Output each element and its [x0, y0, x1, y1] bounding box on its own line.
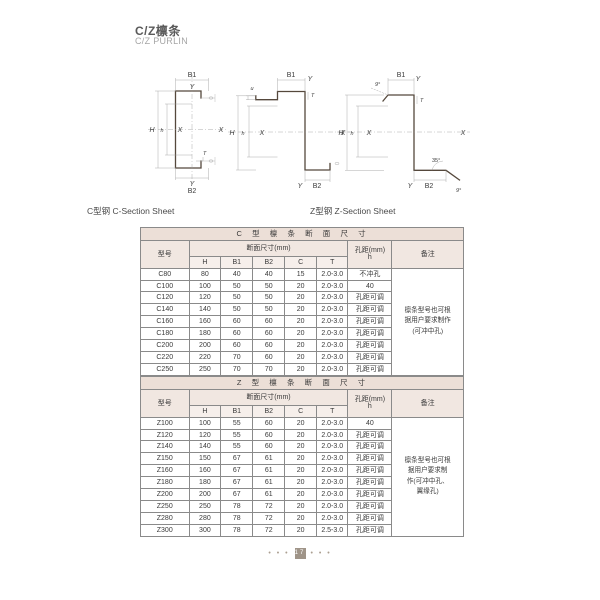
- svg-text:Y: Y: [308, 76, 314, 83]
- svg-text:B2: B2: [425, 183, 434, 190]
- svg-text:B1: B1: [188, 72, 197, 79]
- svg-text:Y: Y: [408, 183, 414, 190]
- svg-text:T: T: [203, 151, 207, 157]
- svg-text:Y: Y: [416, 76, 422, 83]
- svg-text:X: X: [177, 127, 183, 134]
- svg-text:B2: B2: [313, 183, 322, 190]
- svg-text:h: h: [160, 128, 163, 134]
- svg-text:X: X: [366, 130, 372, 137]
- svg-text:Y: Y: [298, 183, 304, 190]
- svg-text:9°: 9°: [456, 188, 462, 194]
- svg-text:H: H: [229, 130, 235, 137]
- svg-text:X: X: [218, 127, 224, 134]
- svg-text:B1: B1: [397, 72, 406, 79]
- svg-text:h: h: [241, 131, 244, 137]
- svg-text:B2: B2: [188, 188, 197, 195]
- svg-text:B1: B1: [287, 72, 296, 79]
- svg-text:h: h: [350, 131, 353, 137]
- svg-text:X: X: [259, 130, 265, 137]
- svg-text:Y: Y: [190, 181, 196, 188]
- svg-text:H: H: [149, 127, 155, 134]
- svg-text:Y: Y: [190, 84, 196, 91]
- svg-text:u: u: [250, 86, 253, 92]
- svg-text:T: T: [420, 98, 424, 104]
- svg-text:T: T: [311, 93, 315, 99]
- svg-text:9°: 9°: [375, 82, 381, 88]
- svg-text:X: X: [460, 130, 466, 137]
- svg-text:35°: 35°: [432, 158, 440, 164]
